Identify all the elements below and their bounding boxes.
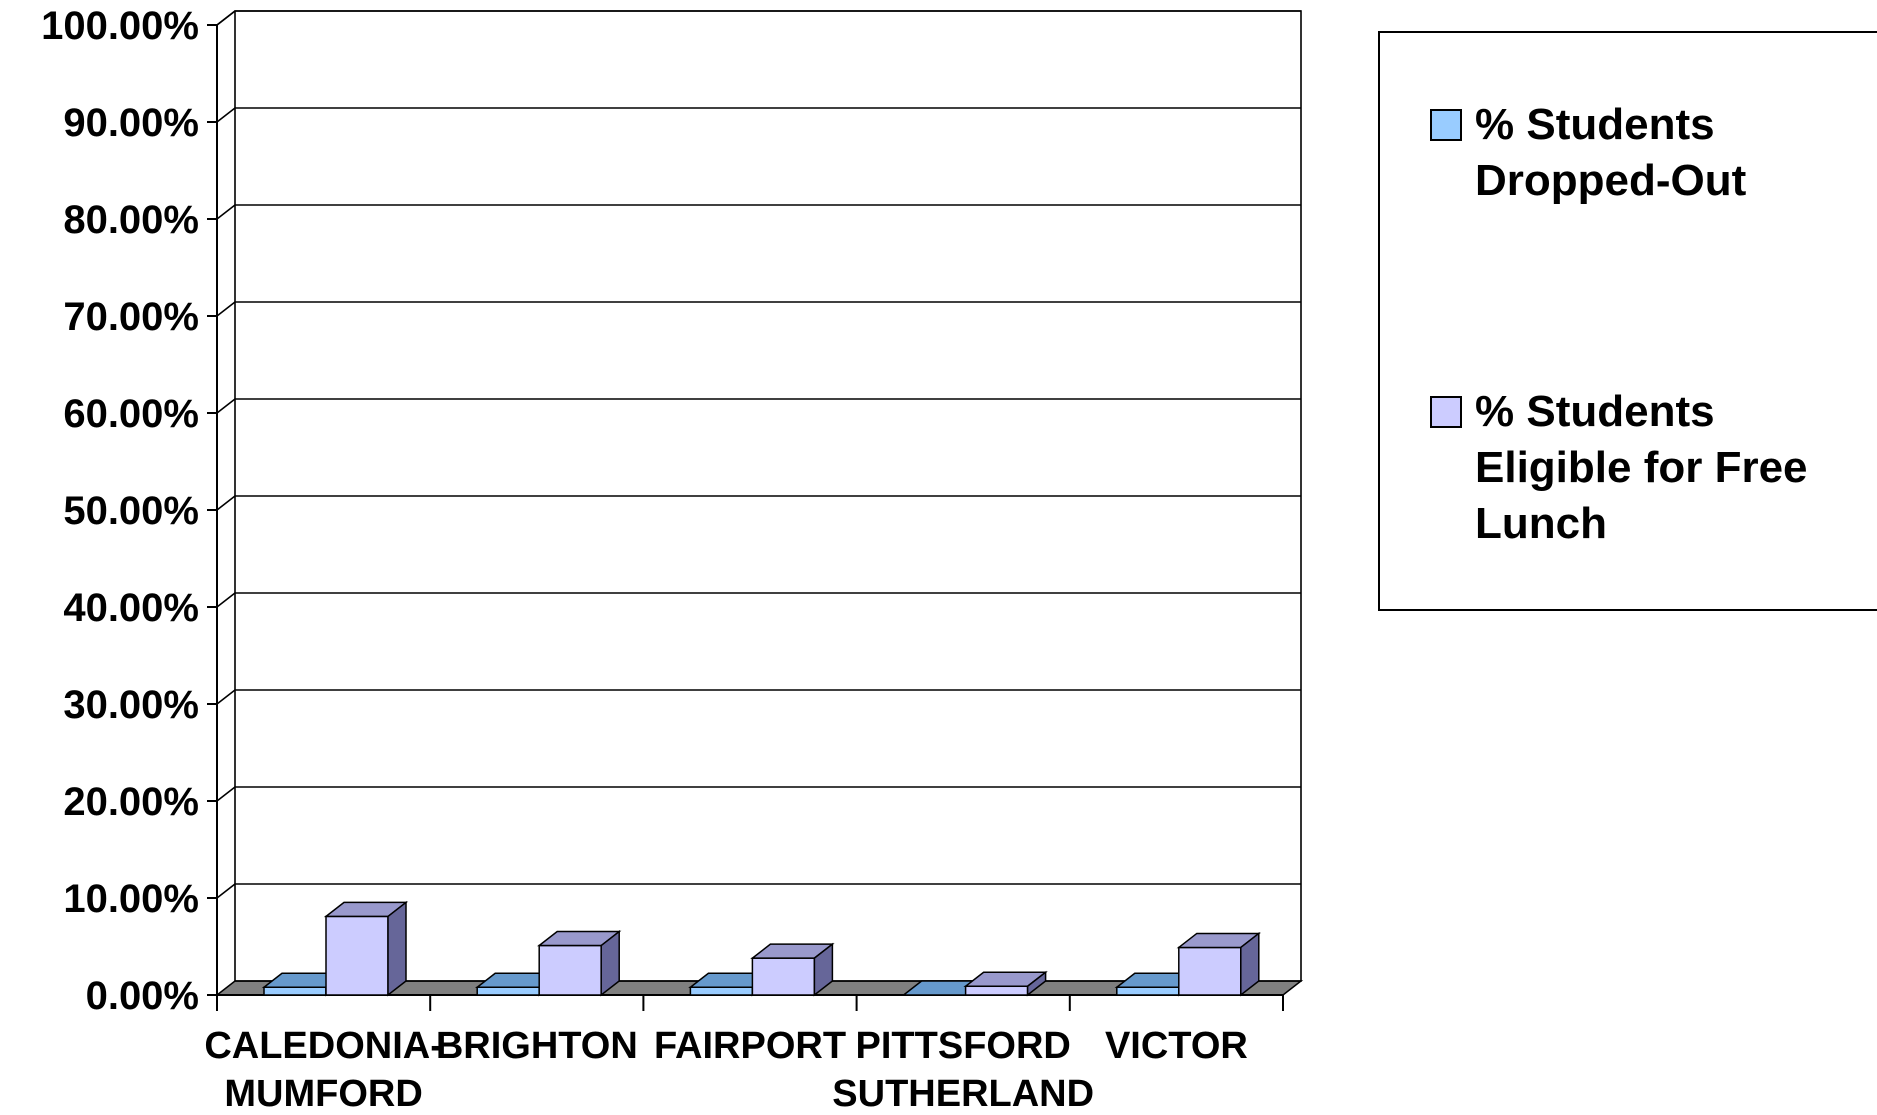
- bar-1-0: [323, 900, 409, 997]
- chart-bars: [261, 900, 1261, 997]
- gridline-side: [216, 592, 236, 608]
- legend-label: % Students: [1475, 387, 1715, 436]
- x-tick-label: CALEDONIA-: [204, 1025, 443, 1067]
- bar-front: [1116, 986, 1180, 996]
- chart-gridlines: [216, 10, 1301, 899]
- gridline-side: [216, 398, 236, 414]
- y-tick-label: 100.00%: [41, 4, 199, 48]
- x-tick-label: PITTSFORD: [856, 1025, 1071, 1067]
- bar-side: [1240, 931, 1260, 997]
- bar-1-2: [750, 942, 835, 997]
- gridline-side: [216, 495, 236, 511]
- legend-swatch: [1430, 396, 1462, 428]
- bar-front: [964, 985, 1029, 996]
- legend-label: Dropped-Out: [1475, 156, 1747, 205]
- y-tick-label: 50.00%: [63, 489, 199, 533]
- x-tick-label: SUTHERLAND: [832, 1073, 1094, 1110]
- chart-axes: [207, 10, 1302, 1011]
- gridline-side: [216, 883, 236, 899]
- gridline-side: [216, 204, 236, 220]
- x-tick-label: VICTOR: [1105, 1025, 1248, 1067]
- y-tick-label: 10.00%: [63, 877, 199, 921]
- gridline-side: [216, 301, 236, 317]
- y-axis-top-edge: [216, 10, 236, 26]
- x-tick-label: BRIGHTON: [436, 1025, 638, 1067]
- legend-label: Eligible for Free: [1475, 443, 1808, 492]
- y-tick-label: 0.00%: [86, 974, 199, 1018]
- gridline-side: [216, 689, 236, 705]
- bar-front: [689, 986, 754, 996]
- bar-side: [387, 900, 407, 997]
- y-tick-label: 70.00%: [63, 295, 199, 339]
- y-tick-label: 20.00%: [63, 780, 199, 824]
- bar-front: [476, 986, 540, 996]
- legend-label: % Students: [1475, 100, 1715, 149]
- gridline-side: [216, 786, 236, 802]
- legend-label: Lunch: [1475, 499, 1607, 548]
- bar-front: [1178, 946, 1242, 996]
- bar-1-3: [963, 970, 1048, 997]
- bar-side: [813, 942, 834, 997]
- bar-front: [263, 986, 327, 996]
- bar-front: [751, 957, 816, 996]
- bar-1-4: [1176, 931, 1261, 997]
- x-tick-label: FAIRPORT: [654, 1025, 846, 1067]
- y-tick-label: 80.00%: [63, 198, 199, 242]
- bar-front: [325, 915, 389, 996]
- gridline-side: [216, 107, 236, 123]
- x-axis-ticks: CALEDONIA- MUMFORD BRIGHTON FAIRPORT PITTSFO…: [204, 1025, 1248, 1115]
- bar-1-1: [537, 929, 622, 997]
- y-tick-label: 90.00%: [63, 101, 199, 145]
- bar-side: [600, 929, 620, 997]
- legend-swatch: [1430, 109, 1462, 141]
- x-tick-label: MUMFORD: [224, 1073, 422, 1110]
- y-tick-label: 60.00%: [63, 392, 199, 436]
- bar-front: [538, 944, 602, 996]
- y-tick-label: 40.00%: [63, 586, 199, 630]
- y-axis-ticks: 0.00% 10.00% 20.00% 30.00% 40.00% 50.00% 60.00…: [41, 4, 199, 1018]
- legend: % Students Dropped-Out % Students Eligible …: [1378, 31, 1877, 611]
- bar-side: [1026, 970, 1047, 997]
- y-tick-label: 30.00%: [63, 683, 199, 727]
